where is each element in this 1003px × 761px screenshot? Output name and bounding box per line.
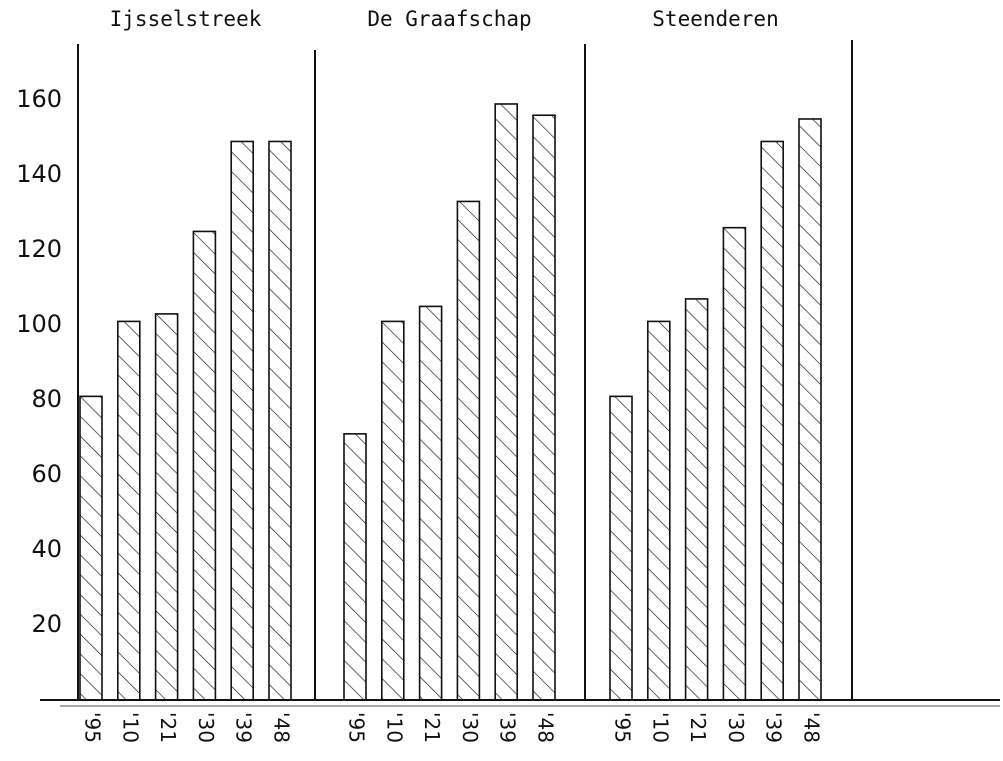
bar — [609, 395, 633, 701]
bar — [456, 200, 481, 701]
x-tick-label: '10 — [382, 712, 406, 743]
y-tick-label: 60 — [31, 460, 62, 488]
bar-shape — [79, 395, 103, 701]
bar — [722, 226, 747, 701]
x-tick-label: '39 — [762, 712, 786, 743]
bar — [532, 114, 556, 701]
x-tick-label: '95 — [611, 712, 635, 743]
bar-shape — [646, 320, 671, 701]
bar — [760, 140, 785, 701]
x-tick-label: '21 — [686, 712, 710, 743]
bar — [380, 320, 405, 701]
bar-shape — [532, 114, 556, 701]
x-tick-label: '10 — [648, 712, 672, 743]
bar — [268, 140, 292, 701]
bar-shape — [494, 103, 519, 701]
bar-shape — [609, 395, 633, 701]
bar — [684, 298, 709, 701]
panel-title: Ijsselstreek — [110, 7, 262, 31]
y-tick-label: 20 — [31, 610, 62, 638]
bar — [230, 140, 254, 701]
bar-shape — [798, 118, 822, 701]
bar — [154, 313, 179, 701]
x-tick-label: '39 — [496, 712, 520, 743]
bar-shape — [154, 313, 179, 701]
x-tick-label: '30 — [458, 712, 482, 743]
bar-shape — [230, 140, 254, 701]
bar-shape — [760, 140, 785, 701]
panel-title: De Graafschap — [367, 7, 531, 31]
bar-shape — [456, 200, 481, 701]
x-tick-label: '95 — [345, 712, 369, 743]
y-tick-label: 140 — [16, 160, 62, 188]
x-tick-label: '30 — [724, 712, 748, 743]
x-tick-label: '10 — [118, 712, 142, 743]
bar — [418, 305, 443, 701]
bar — [117, 320, 141, 701]
y-tick-label: 100 — [16, 310, 62, 338]
y-tick-label: 40 — [31, 535, 62, 563]
bar-shape — [418, 305, 443, 701]
x-tick-label: '21 — [420, 712, 444, 743]
x-tick-label: '39 — [232, 712, 256, 743]
bar — [343, 433, 367, 701]
bar-shape — [117, 320, 141, 701]
bar — [79, 395, 103, 701]
bar — [646, 320, 671, 701]
panel-title: Steenderen — [652, 7, 778, 31]
x-tick-label: '48 — [800, 712, 824, 743]
x-tick-label: '21 — [156, 712, 180, 743]
bar-shape — [343, 433, 367, 701]
bar-shape — [380, 320, 405, 701]
bar-shape — [268, 140, 292, 701]
x-tick-label: '48 — [534, 712, 558, 743]
bar-shape — [722, 226, 747, 701]
bar-shape — [684, 298, 709, 701]
y-tick-label: 120 — [16, 235, 62, 263]
bar — [494, 103, 519, 701]
x-tick-label: '95 — [81, 712, 105, 743]
bar — [798, 118, 822, 701]
bar — [192, 230, 217, 701]
x-tick-label: '48 — [270, 712, 294, 743]
y-tick-label: 160 — [16, 85, 62, 113]
x-tick-label: '30 — [194, 712, 218, 743]
bar-shape — [192, 230, 217, 701]
y-tick-label: 80 — [31, 385, 62, 413]
